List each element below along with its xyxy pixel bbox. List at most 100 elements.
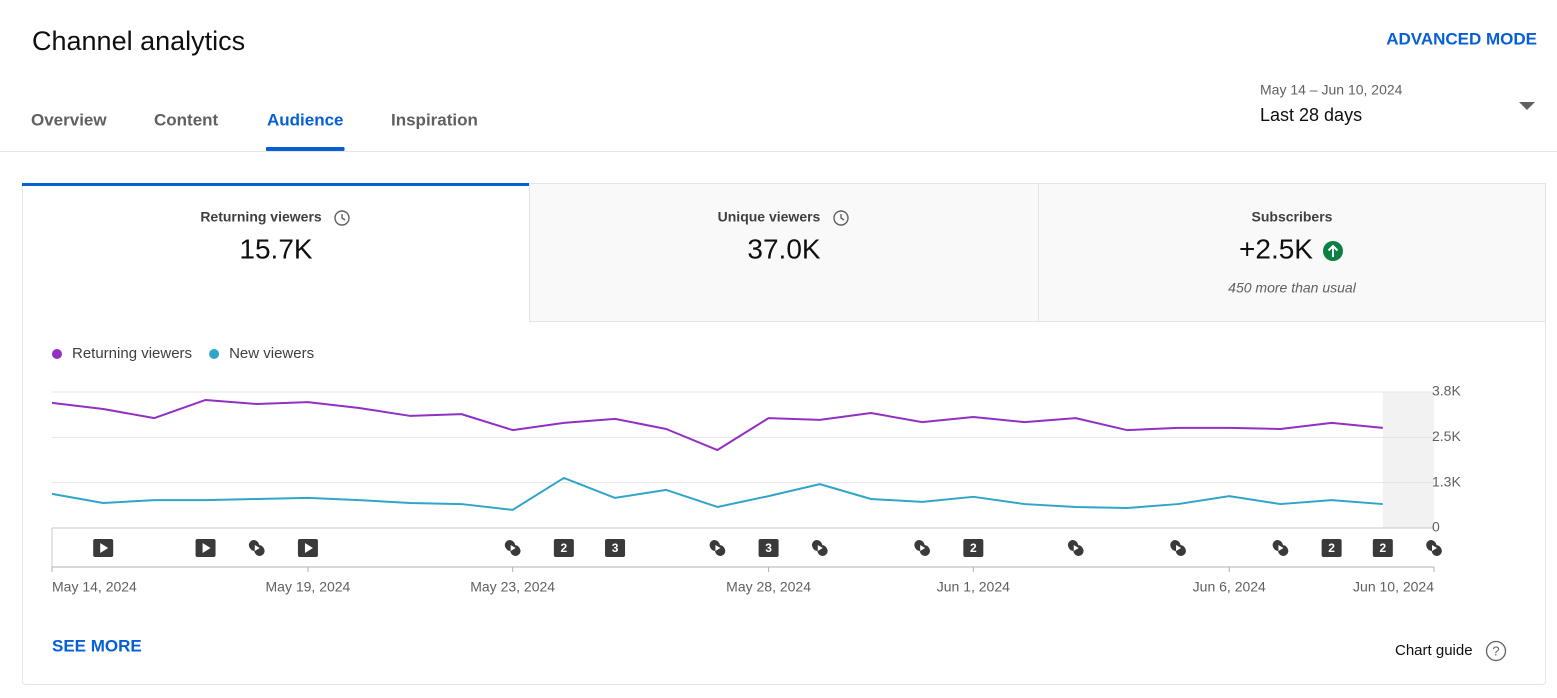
series-line <box>51 476 1383 511</box>
upload-marker[interactable]: 2 <box>1321 539 1342 557</box>
advanced-mode-button[interactable]: ADVANCED MODE <box>1386 29 1537 48</box>
clock-icon[interactable] <box>833 210 849 226</box>
y-tick-label: 1.3K <box>1432 473 1461 489</box>
upload-marker[interactable] <box>810 537 829 559</box>
date-range: May 14 – Jun 10, 2024 <box>1260 82 1403 98</box>
shorts-icon <box>914 540 931 556</box>
metric-card[interactable] <box>1038 183 1546 322</box>
card-title: Returning viewers <box>200 209 322 225</box>
shorts-icon <box>1426 540 1442 556</box>
x-tick-label: May 19, 2024 <box>266 579 351 595</box>
group-icon <box>758 539 779 557</box>
x-tick-label: Jun 6, 2024 <box>1193 579 1266 595</box>
group-count: 2 <box>1328 541 1335 555</box>
upload-marker[interactable] <box>503 537 522 559</box>
play-glyph <box>202 543 211 553</box>
selected-card-indicator <box>22 183 529 186</box>
group-icon <box>1321 539 1342 557</box>
tab[interactable]: Audience <box>267 110 344 129</box>
metric-card[interactable] <box>529 183 1039 322</box>
card-value: 15.7K <box>239 233 312 264</box>
play-glyph <box>304 543 313 553</box>
card-value: +2.5K <box>1239 233 1313 264</box>
card-title: Unique viewers <box>718 209 821 225</box>
group-count: 2 <box>1379 541 1386 555</box>
group-icon <box>553 539 574 557</box>
shorts-glyph <box>510 545 516 551</box>
page-title: Channel analytics <box>32 26 245 56</box>
date-picker[interactable]: May 14 – Jun 10, 2024 Last 28 days <box>1260 82 1535 125</box>
series-line <box>51 398 1383 452</box>
upload-marker[interactable]: 2 <box>963 539 984 557</box>
help-icon[interactable]: ? <box>1485 640 1507 662</box>
tab-bar: Overview Content Audience Inspiration <box>31 110 478 151</box>
shorts-icon <box>1170 540 1186 556</box>
shorts-icon <box>709 540 726 556</box>
upload-marker[interactable] <box>1271 537 1290 559</box>
dropdown-arrow <box>1519 102 1535 110</box>
play-glyph <box>100 543 109 553</box>
x-tick-label: May 28, 2024 <box>726 579 811 595</box>
legend-swatch <box>209 349 220 359</box>
svg-text:?: ? <box>1492 643 1499 658</box>
group-count: 2 <box>561 541 568 555</box>
tab[interactable]: Inspiration <box>391 110 478 129</box>
shorts-glyph <box>1073 545 1079 551</box>
upload-marker[interactable] <box>912 537 931 559</box>
shorts-glyph <box>817 545 823 551</box>
see-more-link[interactable]: SEE MORE <box>52 636 142 655</box>
group-count: 2 <box>970 541 977 555</box>
card-title: Subscribers <box>1252 209 1333 225</box>
upload-marker[interactable] <box>93 539 114 557</box>
upload-marker[interactable] <box>195 539 216 557</box>
group-icon <box>1372 539 1393 557</box>
upload-marker[interactable]: 2 <box>1372 539 1393 557</box>
shorts-icon <box>1272 540 1289 556</box>
date-range-label: Last 28 days <box>1260 105 1362 125</box>
x-tick-label: May 23, 2024 <box>470 579 555 595</box>
tab[interactable]: Content <box>154 110 219 129</box>
shorts-glyph <box>715 545 721 551</box>
upload-marker[interactable] <box>708 537 727 559</box>
shorts-icon <box>1067 540 1084 556</box>
trend-up-icon <box>1323 241 1343 261</box>
chart-guide-link[interactable]: Chart guide <box>1395 642 1473 659</box>
group-count: 3 <box>612 541 619 555</box>
y-tick-label: 3.8K <box>1432 383 1461 399</box>
legend-label: Returning viewers <box>72 345 192 362</box>
upload-marker[interactable] <box>1424 537 1443 559</box>
group-count: 3 <box>765 541 772 555</box>
card-value: 37.0K <box>747 233 820 264</box>
upload-marker[interactable]: 3 <box>605 539 626 557</box>
y-tick-label: 0 <box>1432 519 1440 535</box>
shorts-glyph <box>1176 545 1182 551</box>
card-note: 450 more than usual <box>1228 280 1357 296</box>
shorts-icon <box>248 540 265 556</box>
line-chart: Returning viewers New viewers 0 1.3K 2.5K 3.8… <box>51 345 1461 595</box>
y-tick-label: 2.5K <box>1432 428 1461 444</box>
legend-label: New viewers <box>229 345 314 362</box>
tab[interactable]: Overview <box>31 110 107 129</box>
upload-marker[interactable]: 2 <box>553 539 574 557</box>
upload-marker[interactable] <box>297 539 318 557</box>
shorts-icon <box>504 540 521 556</box>
active-tab-indicator <box>266 147 345 151</box>
shorts-icon <box>811 540 828 556</box>
legend-swatch <box>52 349 62 359</box>
x-tick-label: Jun 1, 2024 <box>937 579 1010 595</box>
upload-marker[interactable] <box>1066 537 1085 559</box>
group-icon <box>963 539 984 557</box>
clock-icon[interactable] <box>334 210 350 226</box>
group-icon <box>605 539 626 557</box>
upload-marker[interactable] <box>1168 537 1187 559</box>
upload-marker[interactable] <box>247 537 266 559</box>
shorts-glyph <box>254 545 260 551</box>
shorts-glyph <box>920 545 926 551</box>
partial-period-shade <box>1382 392 1434 528</box>
shorts-glyph <box>1278 545 1284 551</box>
upload-marker[interactable]: 3 <box>758 539 779 557</box>
x-tick-label: May 14, 2024 <box>52 579 137 595</box>
x-tick-label: Jun 10, 2024 <box>1353 579 1434 595</box>
